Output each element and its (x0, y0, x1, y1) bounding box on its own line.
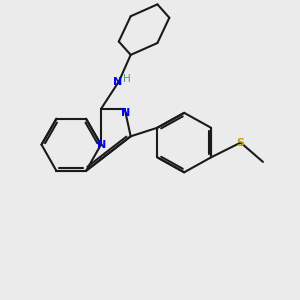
Text: N: N (97, 140, 106, 150)
Text: N: N (113, 76, 122, 87)
Text: S: S (237, 138, 245, 148)
Text: N: N (121, 108, 130, 118)
Text: H: H (123, 74, 131, 84)
